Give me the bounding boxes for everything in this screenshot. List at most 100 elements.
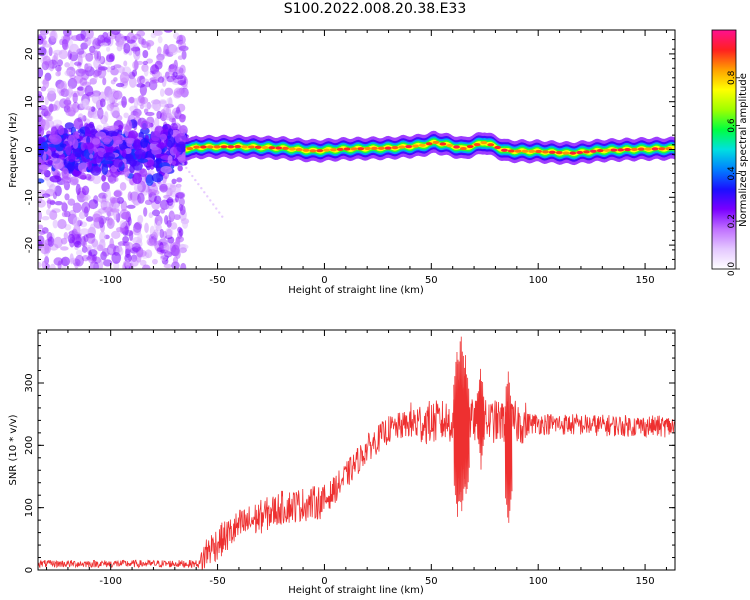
heatmap-cell xyxy=(38,67,44,78)
colorbar-gradient xyxy=(711,29,737,270)
heatmap-cell xyxy=(589,149,597,153)
heatmap-cell xyxy=(220,145,228,149)
snr-series xyxy=(38,399,675,570)
heatmap-cell xyxy=(167,155,173,165)
heatmap-cell xyxy=(38,164,49,170)
heatmap-cell xyxy=(38,261,42,269)
heatmap-cell xyxy=(144,249,153,259)
heatmap-cell xyxy=(145,234,152,239)
y-tick-label: 0 xyxy=(24,146,35,152)
heatmap-cell xyxy=(111,251,122,264)
heatmap-cell xyxy=(83,142,94,150)
heatmap-cell xyxy=(92,38,102,50)
heatmap-cell xyxy=(91,138,101,145)
heatmap-cell xyxy=(102,77,107,86)
snr-panel: -100 -50 0 50 100 150 0 100 200 300 Height of str… xyxy=(8,329,676,596)
heatmap-cell xyxy=(555,151,563,155)
heatmap-cell xyxy=(459,146,467,151)
heatmap-cell xyxy=(151,79,160,84)
heatmap-cell xyxy=(92,241,99,250)
heatmap-cell xyxy=(88,201,96,209)
heatmap-cell xyxy=(154,116,160,129)
heatmap-cell xyxy=(157,35,163,44)
heatmap-cell xyxy=(150,130,161,142)
heatmap-cell xyxy=(137,232,143,243)
heatmap-cell xyxy=(81,201,91,214)
heatmap-cell xyxy=(142,60,149,65)
heatmap-cell xyxy=(97,197,107,203)
y-tick-label: 0 xyxy=(24,567,35,573)
heatmap-cell xyxy=(74,240,82,248)
heatmap-cell xyxy=(166,220,172,228)
heatmap-cell xyxy=(119,182,127,191)
heatmap-cell xyxy=(180,262,187,269)
heatmap-cell xyxy=(63,232,69,240)
heatmap-cell xyxy=(140,127,150,135)
heatmap-cell xyxy=(487,143,495,147)
colorbar-tick-label: 0.2 xyxy=(727,214,737,228)
heatmap-cell xyxy=(234,145,242,149)
heatmap-cell xyxy=(569,151,577,155)
heatmap-cell xyxy=(125,137,136,144)
heatmap-cell xyxy=(288,147,296,151)
heatmap-cell xyxy=(65,97,71,109)
heatmap-cell xyxy=(439,142,447,146)
heatmap-cell xyxy=(176,177,183,183)
heatmap-cell xyxy=(218,211,221,214)
heatmap-cell xyxy=(92,71,99,78)
heatmap-cell xyxy=(68,39,74,52)
colorbar-ticks: 0.0 0.2 0.4 0.6 0.8 xyxy=(727,70,740,276)
heatmap-cell xyxy=(101,174,106,182)
heatmap-cell xyxy=(104,95,111,101)
heatmap-cell xyxy=(106,66,112,73)
heatmap-cell xyxy=(123,60,128,67)
heatmap-cell xyxy=(81,185,90,196)
heatmap-cell xyxy=(105,130,118,138)
colorbar-label: Normalized spectral amplitude xyxy=(738,73,749,227)
heatmap-cell xyxy=(133,33,141,40)
heatmap-cell xyxy=(38,35,44,45)
heatmap-cell xyxy=(50,30,58,43)
heatmap-cell xyxy=(123,112,129,119)
heatmap-cell xyxy=(85,173,92,181)
heatmap-cell xyxy=(89,261,95,269)
y-tick-label: -10 xyxy=(24,189,35,205)
heatmap-cell xyxy=(49,175,62,183)
heatmap-cell xyxy=(101,163,109,175)
heatmap-cell xyxy=(68,153,76,163)
heatmap-cell xyxy=(143,265,149,269)
heatmap-cell xyxy=(166,196,174,206)
heatmap-cell xyxy=(617,148,625,152)
heatmap-cell xyxy=(49,210,58,221)
y-tick-label: 200 xyxy=(24,436,35,455)
heatmap-cell xyxy=(241,145,248,149)
heatmap-cell xyxy=(85,30,94,39)
heatmap-cell xyxy=(336,147,344,151)
heatmap-cell xyxy=(69,253,74,265)
heatmap-cell xyxy=(73,61,82,66)
heatmap-cell xyxy=(65,144,72,156)
heatmap-cell xyxy=(215,207,218,210)
heatmap-cell xyxy=(200,187,203,190)
heatmap-cell xyxy=(194,178,197,182)
heatmap-cell xyxy=(97,151,102,156)
heatmap-cell xyxy=(137,192,145,204)
heatmap-cell xyxy=(166,228,173,238)
heatmap-cell xyxy=(203,191,206,194)
heatmap-cell xyxy=(316,148,324,153)
heatmap-cell xyxy=(127,191,133,201)
heatmap-cell xyxy=(453,145,460,149)
heatmap-cell xyxy=(139,259,147,266)
figure-title: S100.2022.008.20.38.E33 xyxy=(283,1,467,17)
heatmap-cell xyxy=(75,254,85,267)
heatmap-cell xyxy=(124,253,132,263)
heatmap-cell xyxy=(188,170,191,174)
heatmap-cell xyxy=(141,120,148,131)
heatmap-cell xyxy=(72,138,79,150)
y-tick-label: 300 xyxy=(24,373,35,392)
x-tick-label: 100 xyxy=(529,576,548,587)
heatmap-cell xyxy=(295,148,303,152)
heatmap-cell xyxy=(42,55,51,66)
heatmap-cell xyxy=(398,145,406,149)
x-tick-label: 50 xyxy=(425,275,438,286)
